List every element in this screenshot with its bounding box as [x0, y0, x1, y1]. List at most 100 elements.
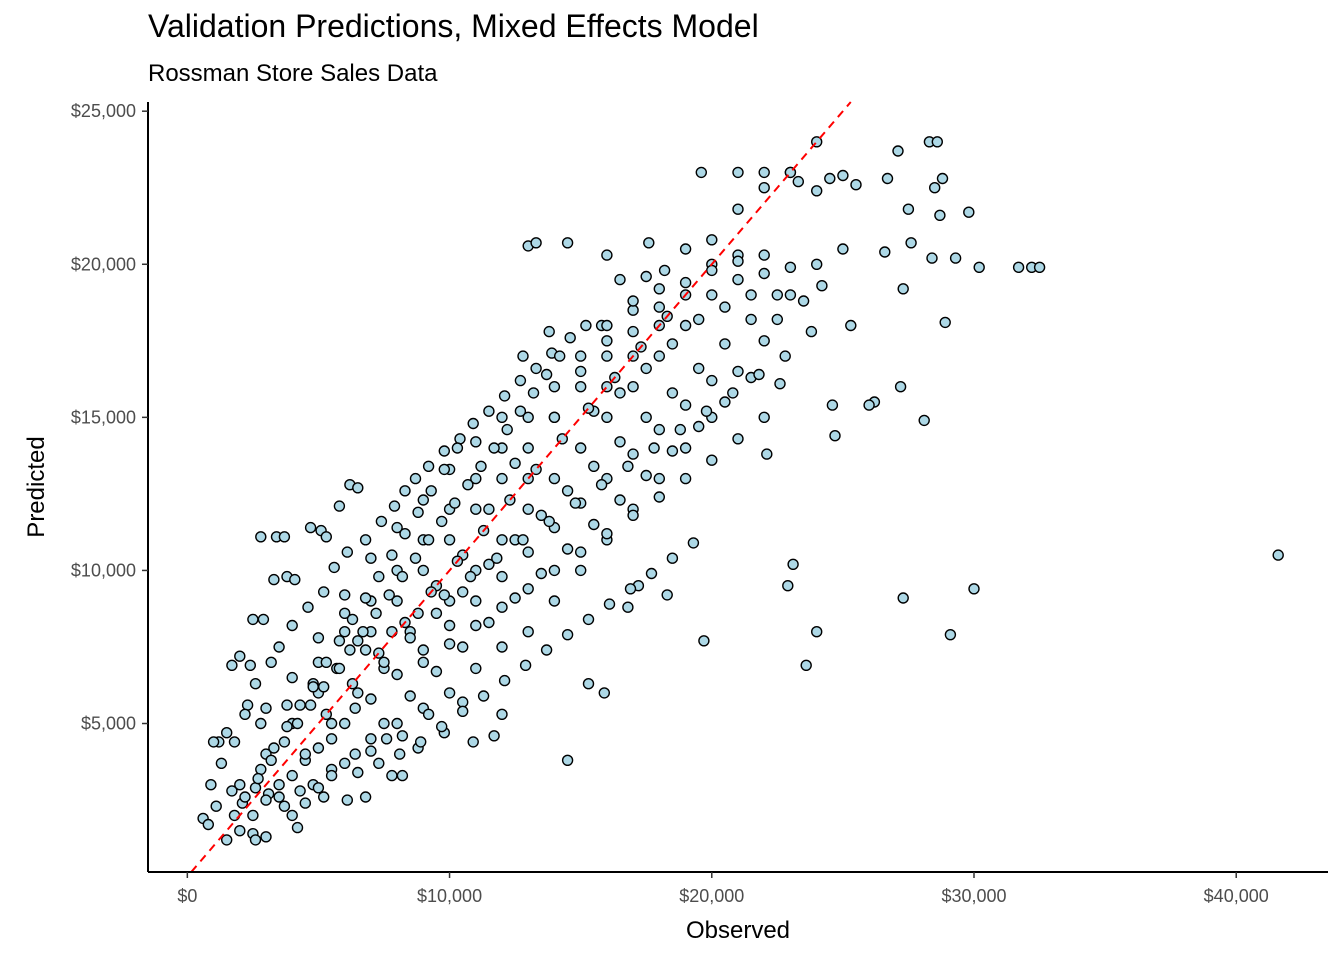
data-point: [470, 595, 482, 607]
data-point: [425, 485, 437, 497]
data-point: [396, 730, 409, 742]
data-point: [391, 521, 403, 534]
data-point: [249, 678, 262, 690]
data-point: [627, 381, 639, 393]
data-point: [661, 589, 673, 601]
data-point: [595, 479, 608, 491]
data-point: [365, 693, 377, 705]
data-point: [339, 717, 351, 730]
y-axis-ticks: $5,000 $10,000 $15,000 $20,000 $25,000: [71, 101, 148, 734]
data-point: [454, 433, 466, 445]
data-point: [601, 528, 613, 540]
data-point: [658, 264, 671, 277]
data-point: [496, 641, 508, 653]
data-point: [325, 717, 338, 730]
data-point: [622, 601, 634, 613]
data-point: [826, 399, 839, 411]
data-point: [758, 335, 770, 347]
data-point: [837, 169, 849, 182]
data-point: [462, 479, 474, 491]
data-point: [467, 736, 479, 748]
data-point: [470, 619, 482, 632]
data-point: [732, 255, 744, 267]
data-point: [850, 178, 862, 191]
data-point: [727, 387, 739, 399]
data-point: [483, 616, 495, 629]
data-point: [575, 546, 587, 558]
data-point: [291, 717, 304, 730]
data-point: [443, 687, 456, 699]
data-point: [341, 794, 353, 806]
data-point: [614, 494, 626, 506]
data-point: [679, 276, 692, 289]
data-point: [514, 405, 527, 417]
data-point: [344, 644, 356, 656]
data-point: [548, 564, 561, 577]
data-point: [373, 570, 385, 583]
points-layer: [197, 136, 1284, 846]
data-point: [522, 442, 534, 454]
data-point: [816, 280, 828, 292]
data-point: [614, 387, 626, 399]
data-point: [412, 607, 424, 619]
data-point: [438, 445, 450, 457]
data-point: [627, 304, 639, 316]
data-point: [247, 809, 259, 822]
data-point: [265, 754, 277, 766]
data-point: [601, 319, 613, 332]
data-point: [519, 659, 532, 671]
data-point: [234, 650, 246, 662]
data-point: [792, 175, 804, 188]
data-point: [249, 834, 262, 846]
data-point: [365, 552, 377, 564]
data-point: [304, 699, 317, 711]
data-point: [797, 295, 810, 307]
data-point: [234, 825, 246, 837]
data-point: [653, 423, 665, 436]
data-point: [758, 411, 770, 423]
data-point: [249, 782, 262, 794]
data-point: [653, 491, 665, 503]
data-point: [700, 405, 713, 417]
data-point: [359, 644, 372, 656]
data-point: [771, 313, 783, 326]
data-point: [614, 273, 626, 286]
data-point: [380, 733, 393, 745]
data-point: [845, 319, 857, 332]
data-point: [640, 270, 652, 283]
data-point: [787, 558, 799, 570]
chart-title: Validation Predictions, Mixed Effects Mo…: [148, 8, 759, 44]
data-point: [215, 757, 228, 769]
data-point: [501, 423, 513, 436]
data-point: [349, 702, 361, 714]
data-point: [863, 399, 875, 411]
data-point: [561, 237, 574, 249]
data-point: [679, 399, 692, 411]
data-point: [396, 570, 409, 583]
data-point: [543, 515, 555, 528]
data-point: [800, 659, 812, 671]
data-point: [732, 203, 744, 215]
data-point: [929, 181, 941, 194]
data-point: [289, 573, 301, 586]
data-point: [509, 592, 521, 604]
data-point: [548, 595, 561, 607]
data-point: [496, 601, 508, 613]
data-point: [601, 411, 613, 423]
data-point: [257, 613, 270, 626]
data-point: [561, 485, 574, 497]
data-point: [386, 626, 398, 638]
data-point: [782, 580, 794, 592]
x-axis-ticks: $0 $10,000 $20,000 $30,000 $40,000: [177, 872, 1269, 906]
data-point: [645, 567, 658, 580]
x-tick-label: $40,000: [1204, 886, 1269, 906]
data-point: [470, 503, 482, 515]
data-point: [666, 445, 679, 457]
data-point: [575, 564, 587, 577]
data-point: [483, 405, 495, 417]
data-point: [732, 365, 744, 378]
data-point: [226, 659, 238, 671]
data-point: [457, 641, 469, 653]
data-point: [784, 261, 797, 273]
data-point: [378, 656, 390, 668]
